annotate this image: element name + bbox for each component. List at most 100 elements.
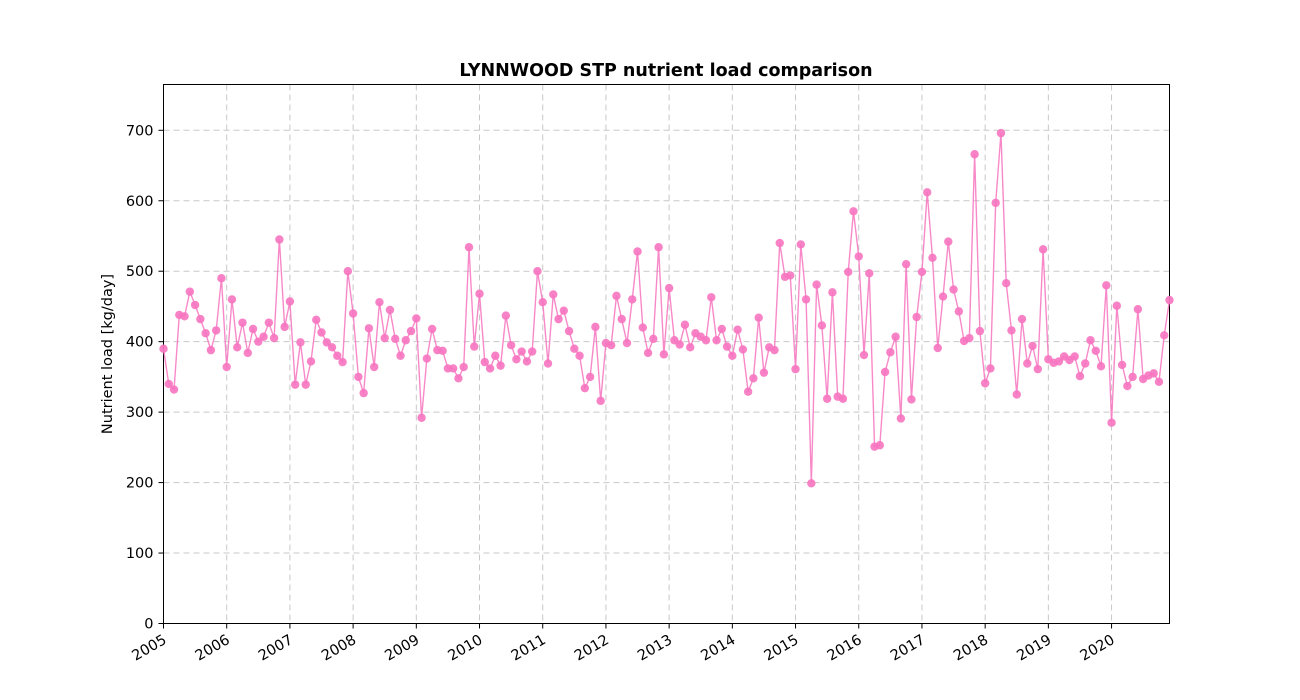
data-point <box>1091 346 1100 356</box>
data-point <box>717 324 726 334</box>
data-point <box>217 274 226 283</box>
data-point <box>791 364 800 374</box>
data-point <box>496 361 505 370</box>
data-point <box>422 354 432 363</box>
y-tick-label: 300 <box>126 405 154 421</box>
data-point <box>412 314 421 323</box>
data-point <box>333 351 342 360</box>
data-point <box>722 342 732 351</box>
x-tick-label: 2009 <box>382 632 422 664</box>
x-tick-label: 2010 <box>446 632 486 664</box>
data-point <box>1028 341 1037 351</box>
data-point <box>454 374 463 383</box>
data-point <box>807 479 816 488</box>
data-point <box>849 207 858 216</box>
y-tick-label: 700 <box>126 123 154 139</box>
data-point <box>980 379 990 388</box>
x-tick-label: 2008 <box>319 632 359 664</box>
data-point <box>527 347 537 356</box>
data-point <box>480 357 489 367</box>
x-tick-label: 2012 <box>572 632 612 664</box>
data-point <box>712 336 721 345</box>
data-point <box>923 188 932 197</box>
data-point <box>986 364 995 373</box>
data-point <box>401 336 410 345</box>
data-point <box>933 343 942 353</box>
data-point <box>1133 305 1143 314</box>
data-point <box>264 318 274 327</box>
data-point <box>427 324 437 334</box>
data-point <box>296 338 305 347</box>
data-point <box>290 380 300 389</box>
x-tick-label: 2006 <box>193 632 233 664</box>
data-point <box>501 311 511 320</box>
data-point <box>596 396 605 406</box>
data-point <box>854 252 863 261</box>
data-point <box>812 280 821 289</box>
data-point <box>538 298 547 307</box>
data-point <box>965 333 974 343</box>
data-point <box>406 326 416 336</box>
data-point <box>954 307 964 316</box>
data-point <box>1007 326 1016 335</box>
data-point <box>775 238 784 248</box>
data-point <box>1117 360 1127 370</box>
data-point <box>248 324 258 334</box>
data-point <box>464 243 474 252</box>
data-point <box>838 394 848 403</box>
data-point <box>533 267 542 276</box>
data-point <box>628 295 637 304</box>
data-point <box>417 413 426 422</box>
series <box>159 128 1174 488</box>
data-point <box>375 298 384 307</box>
data-point <box>470 342 479 351</box>
data-point <box>754 313 763 322</box>
data-point <box>1107 418 1116 427</box>
y-tick-label: 400 <box>126 335 154 351</box>
data-point <box>269 333 279 343</box>
data-point <box>859 350 869 360</box>
x-tick-label: 2014 <box>698 632 738 664</box>
data-point <box>196 314 205 324</box>
data-point <box>348 309 358 318</box>
data-point <box>891 332 900 341</box>
data-point <box>512 355 521 364</box>
data-point <box>607 340 616 350</box>
data-point <box>917 267 927 277</box>
y-tick-label: 100 <box>126 546 154 562</box>
data-point <box>364 324 374 333</box>
data-point <box>654 243 663 252</box>
data-point <box>338 357 347 367</box>
data-point <box>701 336 711 345</box>
data-point <box>575 351 584 360</box>
data-point <box>549 290 558 299</box>
data-point <box>459 362 468 372</box>
data-point <box>485 364 495 373</box>
data-point <box>991 198 1000 208</box>
data-point <box>796 240 806 249</box>
data-point <box>559 306 568 315</box>
x-tick-label: 2016 <box>825 632 865 664</box>
data-point <box>733 325 742 334</box>
data-point <box>664 283 674 293</box>
data-point <box>1086 336 1095 345</box>
x-tick-label: 2005 <box>130 632 170 664</box>
data-point <box>996 128 1006 138</box>
data-point <box>564 326 574 336</box>
data-point <box>728 351 737 360</box>
data-point <box>738 345 748 354</box>
data-point <box>380 333 389 343</box>
data-point <box>169 385 179 394</box>
data-point <box>343 267 353 276</box>
data-point <box>743 387 753 396</box>
series-line <box>162 133 1171 484</box>
data-point <box>312 315 321 325</box>
data-point <box>448 364 458 373</box>
y-tick-label: 600 <box>126 194 154 210</box>
x-tick-label: 2011 <box>509 632 549 664</box>
data-point <box>517 347 526 356</box>
data-point <box>327 343 337 352</box>
data-point <box>875 441 885 450</box>
data-point <box>243 348 252 358</box>
